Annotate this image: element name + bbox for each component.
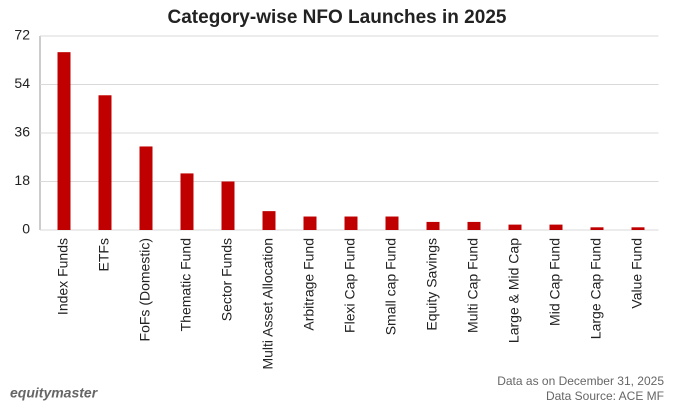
chart-title: Category-wise NFO Launches in 2025 xyxy=(168,7,507,28)
x-tick-label: Small cap Fund xyxy=(383,238,399,335)
x-tick-label: Equity Savings xyxy=(424,238,440,331)
bar xyxy=(262,211,276,230)
x-tick-label: Index Funds xyxy=(55,238,71,315)
bar xyxy=(631,227,645,230)
bar xyxy=(508,224,522,230)
bar xyxy=(590,227,604,230)
note: Data as on December 31, 2025 xyxy=(497,374,664,388)
y-tick-label: 72 xyxy=(14,27,30,43)
x-tick-label: Mid Cap Fund xyxy=(547,238,563,326)
y-tick-label: 54 xyxy=(14,75,30,91)
bar xyxy=(180,173,194,230)
x-tick-label: ETFs xyxy=(96,238,112,271)
brand: equitymaster xyxy=(10,385,99,401)
y-tick-label: 18 xyxy=(14,172,30,188)
y-tick-label: 0 xyxy=(22,221,30,237)
x-tick-label: Thematic Fund xyxy=(178,238,194,331)
x-tick-label: Sector Funds xyxy=(219,238,235,321)
x-tick-label: Multi Asset Allocation xyxy=(260,238,276,370)
bar xyxy=(303,216,317,230)
bar xyxy=(221,181,235,230)
x-tick-label: Flexi Cap Fund xyxy=(342,238,358,333)
y-tick-label: 36 xyxy=(14,124,30,140)
bar xyxy=(344,216,358,230)
bar xyxy=(98,95,112,231)
bar xyxy=(139,146,153,230)
bar xyxy=(57,52,71,230)
bar xyxy=(549,224,563,230)
x-tick-label: Value Fund xyxy=(629,238,645,309)
x-tick-label: Large & Mid Cap xyxy=(506,238,522,343)
x-tick-label: FoFs (Domestic) xyxy=(137,238,153,341)
x-tick-label: Multi Cap Fund xyxy=(465,238,481,333)
bar xyxy=(385,216,399,230)
note: Data Source: ACE MF xyxy=(546,389,664,403)
bar xyxy=(467,221,481,230)
x-tick-label: Large Cap Fund xyxy=(588,238,604,339)
bar xyxy=(426,221,440,230)
x-tick-label: Arbitrage Fund xyxy=(301,238,317,331)
